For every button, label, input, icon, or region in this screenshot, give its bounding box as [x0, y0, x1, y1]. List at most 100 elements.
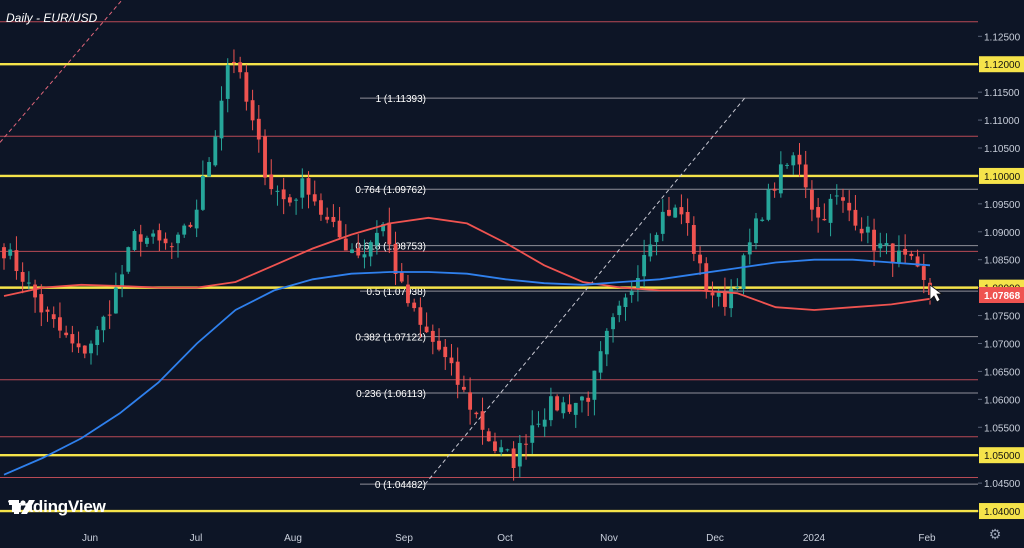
y-tick-label: 1.07000 — [984, 339, 1021, 350]
candle-body — [362, 254, 367, 258]
candle-body — [194, 209, 199, 229]
candle-body — [766, 189, 771, 220]
candle-body — [586, 397, 591, 402]
candle-body — [306, 178, 311, 195]
candle-body — [399, 272, 404, 282]
candle-body — [629, 291, 634, 296]
y-tick-label: 1.11500 — [984, 88, 1020, 99]
fib-level-label: 0.5 (1.07938) — [367, 287, 427, 298]
y-tick-label: 1.12500 — [984, 32, 1021, 43]
candle-body — [580, 396, 584, 401]
candle-body — [896, 250, 901, 263]
candle-body — [654, 234, 659, 243]
y-tick-highlight — [979, 56, 1024, 73]
candle-body — [592, 370, 597, 400]
y-tick-label: 1.07500 — [984, 312, 1021, 323]
fib-level-label: 1 (1.11393) — [376, 94, 426, 105]
candle-body — [443, 346, 448, 358]
candle-body — [250, 100, 255, 121]
candle-body — [101, 316, 106, 331]
last-price-badge — [979, 287, 1024, 304]
x-tick-label: Aug — [284, 533, 302, 544]
candle-body — [716, 292, 721, 297]
candle-body — [169, 246, 174, 248]
candle-body — [269, 174, 274, 190]
candle-body — [461, 386, 466, 390]
candle-body — [263, 136, 267, 178]
candle-body — [238, 62, 243, 73]
candle-body — [729, 288, 734, 309]
y-tick-highlight — [979, 447, 1024, 464]
candle-body — [555, 396, 560, 411]
candle-body — [635, 278, 640, 289]
candle-body — [393, 243, 398, 274]
candle-body — [524, 443, 528, 445]
candle-body — [356, 248, 361, 256]
x-tick-label: Jun — [82, 533, 98, 544]
candle-body — [281, 189, 286, 200]
candle-body — [511, 448, 516, 468]
candle-body — [138, 234, 143, 242]
candle-body — [667, 209, 671, 216]
y-tick-label: 1.10000 — [984, 172, 1021, 183]
candle-body — [337, 220, 342, 238]
y-tick-label: 1.09000 — [984, 228, 1021, 239]
candle-body — [474, 412, 479, 415]
candle-body — [704, 263, 709, 291]
candle-body — [847, 202, 852, 211]
candle-body — [468, 392, 473, 410]
trend-line-dashed — [0, 0, 123, 143]
candle-body — [499, 447, 504, 453]
candle-body — [26, 282, 31, 284]
candle-body — [374, 232, 379, 246]
candle-body — [642, 254, 647, 277]
y-tick-highlight — [979, 167, 1024, 184]
candle-body — [573, 402, 578, 415]
tradingview-logo[interactable]: TradingView — [8, 497, 106, 517]
candle-body — [95, 329, 100, 346]
y-tick-label: 1.04500 — [984, 479, 1021, 490]
candle-body — [437, 340, 441, 350]
candle-body — [132, 231, 137, 250]
candle-body — [747, 242, 752, 255]
candle-body — [82, 345, 87, 354]
candle-body — [145, 237, 149, 244]
candle-body — [244, 72, 249, 102]
candle-body — [418, 307, 423, 325]
gear-icon[interactable]: ⚙ — [988, 527, 1002, 543]
fib-level-label: 0 (1.04482) — [375, 480, 426, 491]
candle-body — [381, 224, 386, 232]
candle-body — [673, 207, 678, 218]
candle-body — [176, 234, 180, 244]
candle-body — [797, 154, 802, 165]
fib-level-label: 0.618 (1.08753) — [355, 242, 426, 253]
y-tick-label: 1.04000 — [984, 507, 1021, 518]
candle-body — [517, 442, 522, 467]
candle-body — [64, 332, 69, 336]
candle-body — [785, 164, 789, 166]
candle-body — [213, 136, 218, 166]
candle-body — [350, 249, 354, 253]
candle-body — [685, 212, 690, 224]
candle-body — [921, 266, 926, 280]
candle-body — [778, 164, 783, 194]
candle-body — [182, 225, 187, 235]
candle-body — [548, 396, 553, 421]
candle-body — [325, 216, 330, 220]
candle-body — [343, 238, 348, 251]
candle-body — [803, 164, 808, 188]
y-tick-label: 1.10500 — [984, 144, 1021, 155]
candle-body — [126, 247, 131, 272]
candle-body — [151, 233, 156, 237]
candle-body — [331, 216, 336, 222]
candle-body — [486, 431, 491, 442]
candle-body — [760, 219, 765, 221]
time-axis-background — [0, 525, 978, 548]
candle-body — [232, 61, 236, 63]
candle-body — [312, 194, 317, 202]
candle-body — [406, 284, 410, 304]
chart-title: Daily - EUR/USD — [6, 11, 98, 25]
y-tick-label: 1.05000 — [984, 451, 1021, 462]
x-tick-label: Dec — [706, 533, 724, 544]
candle-body — [772, 188, 777, 191]
